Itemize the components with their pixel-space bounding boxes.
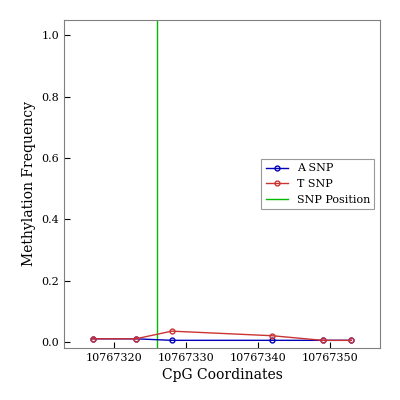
- Y-axis label: Methylation Frequency: Methylation Frequency: [22, 102, 36, 266]
- Legend: A SNP, T SNP, SNP Position: A SNP, T SNP, SNP Position: [261, 159, 374, 209]
- X-axis label: CpG Coordinates: CpG Coordinates: [162, 368, 282, 382]
